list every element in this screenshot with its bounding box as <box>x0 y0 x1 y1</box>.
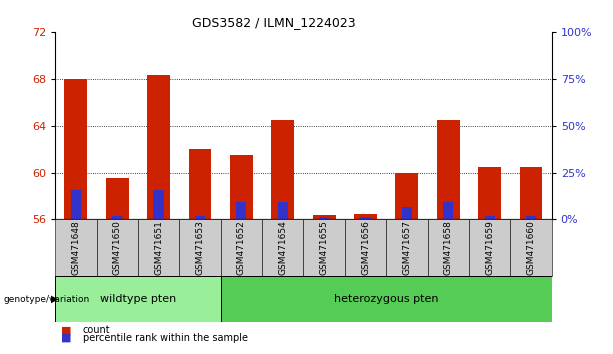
Bar <box>428 219 469 276</box>
Text: wildtype pten: wildtype pten <box>100 294 176 304</box>
Title: GDS3582 / ILMN_1224023: GDS3582 / ILMN_1224023 <box>192 16 356 29</box>
Bar <box>221 219 262 276</box>
Bar <box>469 219 510 276</box>
Bar <box>354 213 377 219</box>
Bar <box>443 202 454 219</box>
Bar <box>478 167 501 219</box>
Text: GSM471652: GSM471652 <box>237 221 246 275</box>
Text: ■: ■ <box>61 325 72 335</box>
Bar <box>360 217 371 219</box>
Bar <box>437 120 460 219</box>
Bar <box>138 219 179 276</box>
Bar <box>221 276 552 322</box>
Bar <box>189 149 211 219</box>
Text: ■: ■ <box>61 333 72 343</box>
Bar <box>402 207 412 219</box>
Bar <box>484 216 495 219</box>
Text: percentile rank within the sample: percentile rank within the sample <box>83 333 248 343</box>
Text: GSM471660: GSM471660 <box>527 220 536 275</box>
Bar <box>230 155 253 219</box>
Text: GSM471655: GSM471655 <box>319 220 329 275</box>
Bar <box>395 173 418 219</box>
Text: GSM471658: GSM471658 <box>444 220 453 275</box>
Text: GSM471653: GSM471653 <box>196 220 205 275</box>
Text: GSM471654: GSM471654 <box>278 221 287 275</box>
Text: GSM471657: GSM471657 <box>402 220 411 275</box>
Bar <box>319 217 329 219</box>
Text: ▶: ▶ <box>51 294 58 304</box>
Bar <box>64 79 87 219</box>
Bar <box>70 190 81 219</box>
Bar <box>272 120 294 219</box>
Bar <box>195 216 205 219</box>
Text: GSM471648: GSM471648 <box>71 221 80 275</box>
Bar <box>236 202 246 219</box>
Text: genotype/variation: genotype/variation <box>3 295 89 304</box>
Bar <box>106 178 129 219</box>
Bar <box>313 215 335 219</box>
Bar <box>510 219 552 276</box>
Text: count: count <box>83 325 110 335</box>
Bar <box>153 190 164 219</box>
Text: GSM471656: GSM471656 <box>361 220 370 275</box>
Bar <box>262 219 303 276</box>
Bar <box>55 276 221 322</box>
Bar <box>520 167 543 219</box>
Bar <box>147 75 170 219</box>
Bar <box>112 216 123 219</box>
Text: heterozygous pten: heterozygous pten <box>334 294 438 304</box>
Text: GSM471659: GSM471659 <box>485 220 494 275</box>
Bar <box>345 219 386 276</box>
Bar <box>386 219 427 276</box>
Bar <box>278 202 288 219</box>
Bar <box>96 219 138 276</box>
Text: GSM471651: GSM471651 <box>154 220 163 275</box>
Bar <box>55 219 96 276</box>
Bar <box>303 219 345 276</box>
Text: GSM471650: GSM471650 <box>113 220 122 275</box>
Bar <box>526 216 536 219</box>
Bar <box>179 219 221 276</box>
